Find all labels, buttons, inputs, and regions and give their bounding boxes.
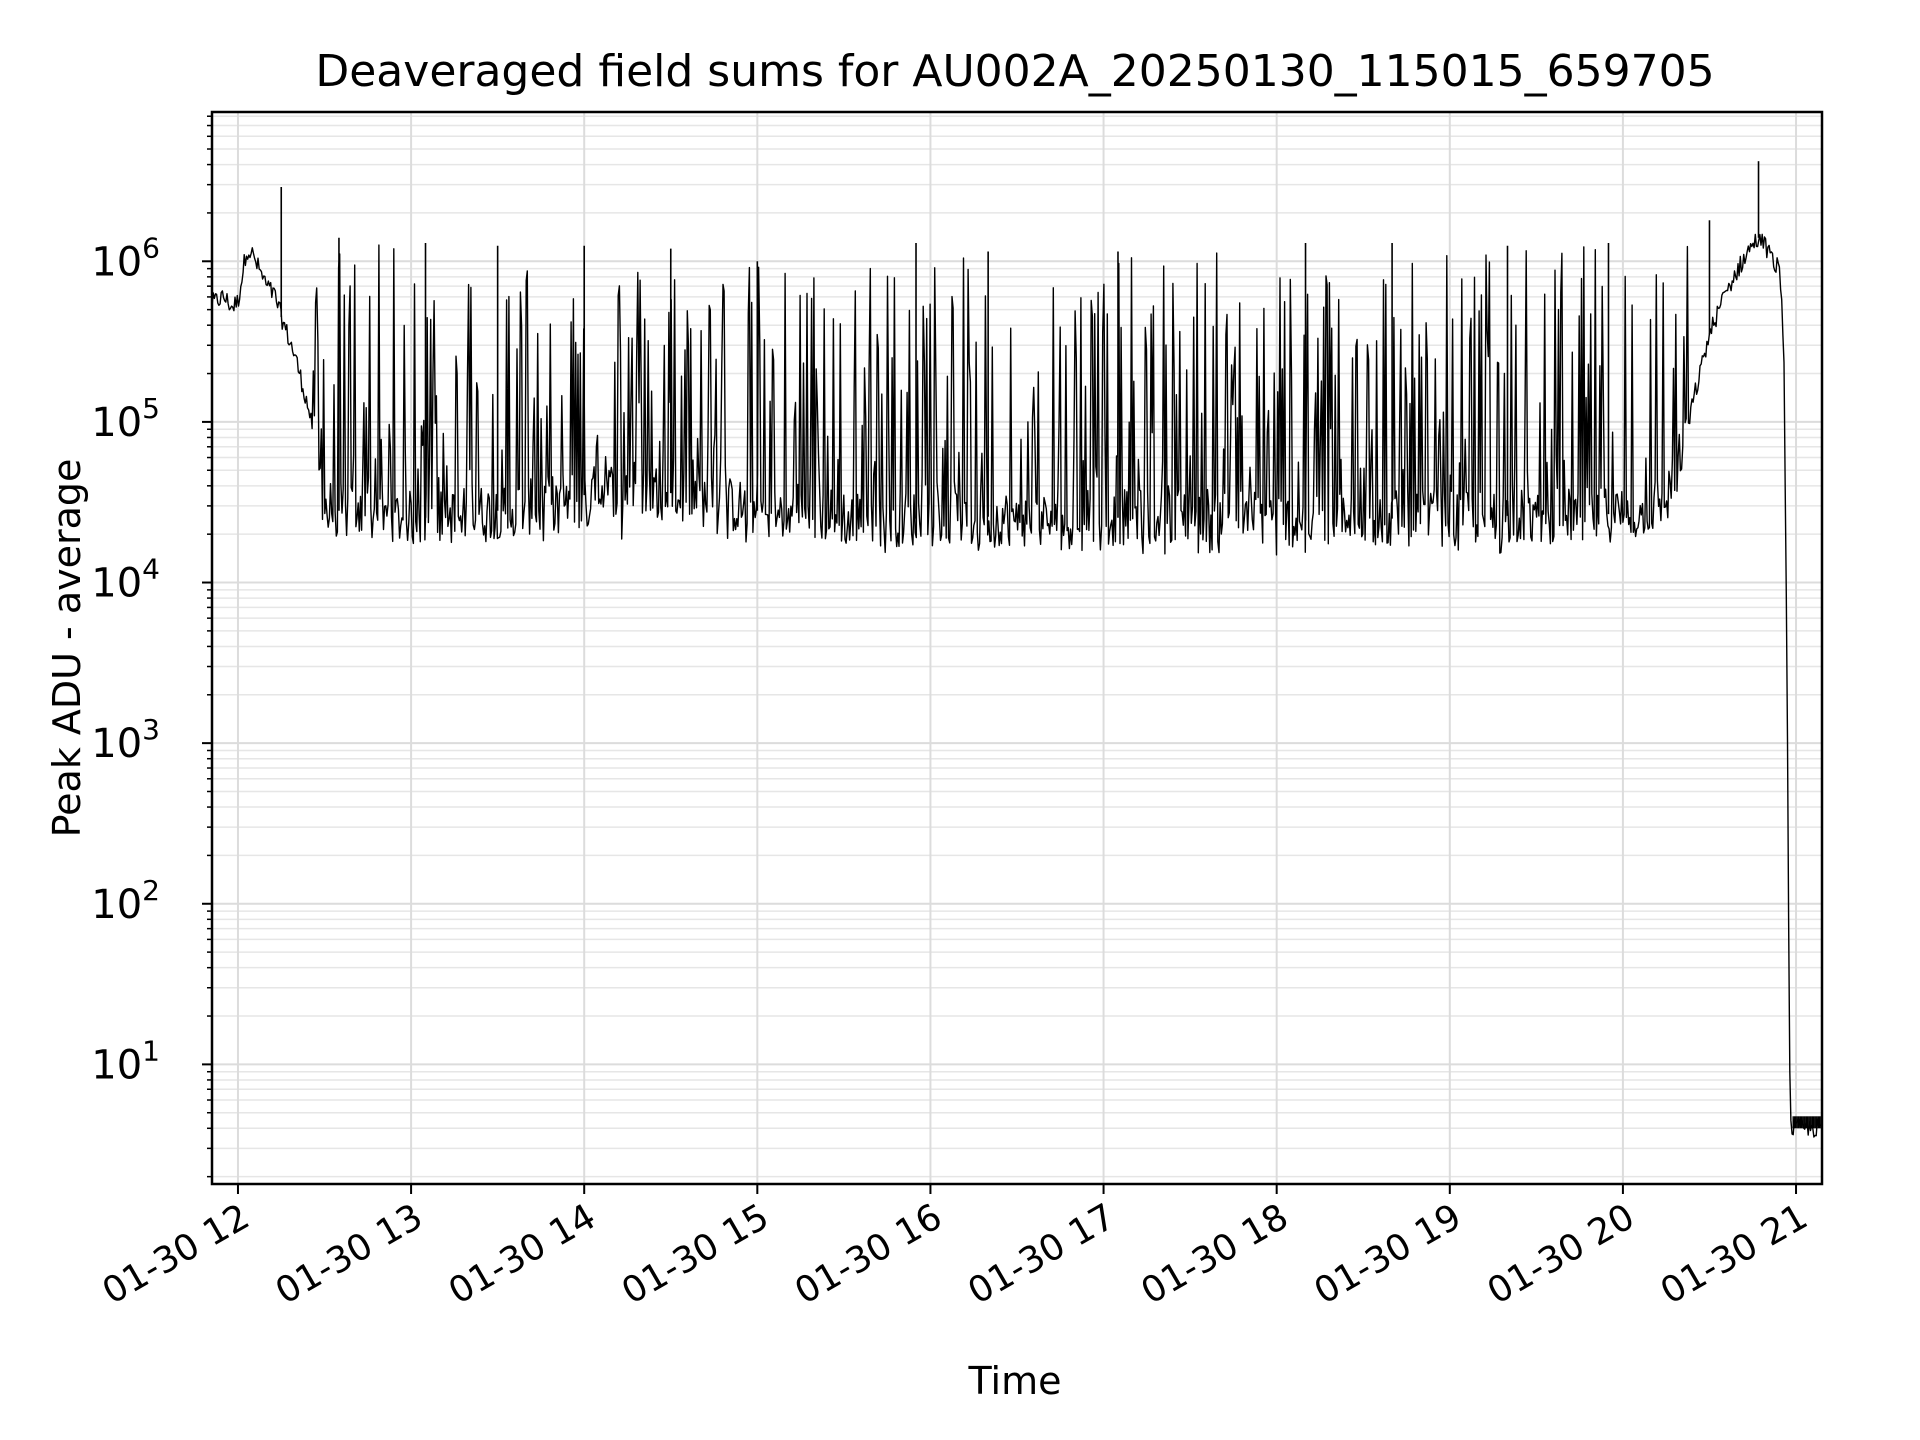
y-tick-exponent: 3 [142, 713, 160, 746]
y-axis-label: Peak ADU - average [45, 459, 89, 838]
ticks [202, 115, 1798, 1194]
series-group [211, 161, 1823, 1138]
y-tick-exponent: 1 [142, 1034, 160, 1067]
y-tick-exponent: 2 [142, 874, 160, 907]
y-tick-label: 104 [91, 553, 160, 607]
y-tick-label: 105 [91, 392, 160, 446]
y-tick-base: 10 [91, 400, 142, 446]
y-tick-exponent: 4 [142, 553, 160, 586]
chart-title: Deaveraged field sums for AU002A_2025013… [315, 46, 1714, 97]
y-tick-base: 10 [91, 561, 142, 607]
y-tick-label: 101 [91, 1034, 160, 1088]
plot-frame [210, 110, 1824, 1186]
y-tick-base: 10 [91, 721, 142, 767]
y-tick-exponent: 5 [142, 392, 160, 425]
y-tick-base: 10 [91, 1042, 142, 1088]
y-tick-label: 106 [91, 231, 160, 285]
y-tick-base: 10 [91, 239, 142, 285]
y-tick-base: 10 [91, 882, 142, 928]
y-tick-exponent: 6 [142, 231, 160, 264]
data-series-line [211, 233, 1823, 1138]
y-tick-label: 103 [91, 713, 160, 767]
y-tick-label: 102 [91, 874, 160, 928]
x-axis-label: Time [968, 1359, 1062, 1403]
